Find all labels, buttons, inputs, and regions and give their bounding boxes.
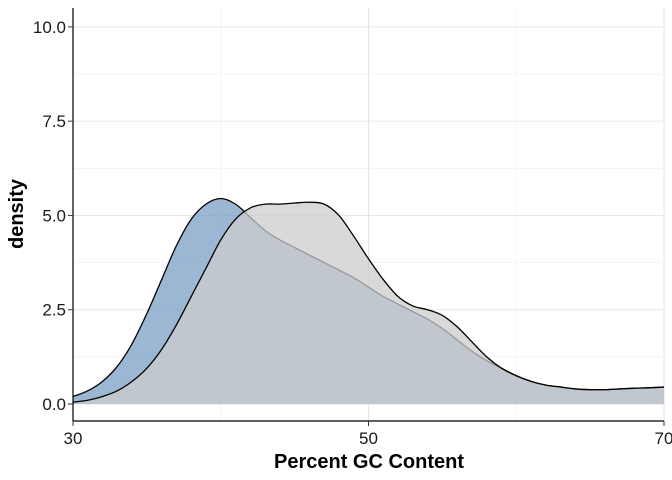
y-axis-ticks: 0.0 2.5 5.0 7.5 10.0 [33,18,73,414]
y-tick-label: 0.0 [42,395,66,414]
density-areas [72,197,665,405]
x-tick-label: 50 [359,429,378,448]
y-tick-label: 10.0 [33,18,66,37]
x-tick-label: 70 [655,429,672,448]
x-tick-label: 30 [64,429,83,448]
y-tick-label: 2.5 [42,301,66,320]
x-axis-title: Percent GC Content [274,451,464,473]
density-curve-2 [72,201,665,403]
x-axis-ticks: 30 50 70 [64,421,672,448]
y-axis-title: density [6,178,28,249]
y-tick-label: 7.5 [42,112,66,131]
y-tick-label: 5.0 [42,206,66,225]
density-area-2 [73,202,664,405]
